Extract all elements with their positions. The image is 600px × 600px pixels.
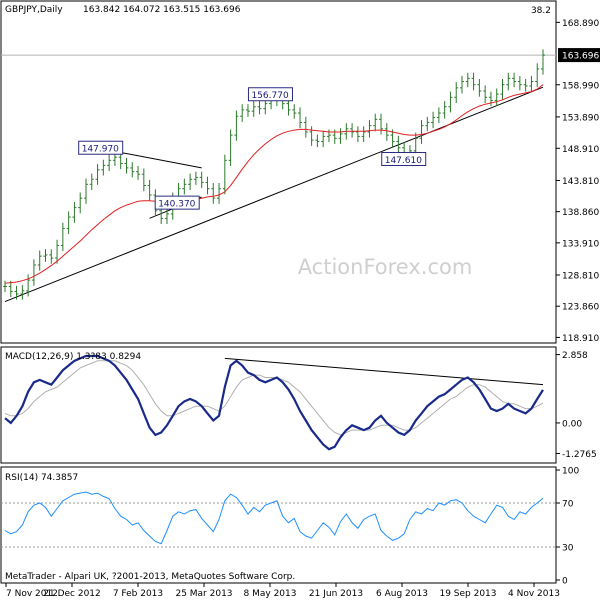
x-tick-label: 4 Nov 2013 xyxy=(508,589,560,599)
annotation-label: 147.610 xyxy=(385,156,422,166)
macd-main-line xyxy=(4,354,544,451)
x-tick-label: 8 May 2013 xyxy=(244,589,297,599)
annotation-label: 147.970 xyxy=(82,145,119,155)
y-tick-label: -1.2765 xyxy=(562,450,597,460)
annotation-box xyxy=(247,87,293,102)
annotation-box xyxy=(381,151,427,166)
y-tick-label: 148.910 xyxy=(562,145,599,155)
y-tick-label: 123.860 xyxy=(562,303,599,313)
current-price-box xyxy=(558,48,600,63)
y-tick-label: 2.858 xyxy=(562,351,588,361)
macd-panel xyxy=(0,346,557,464)
annotation-box xyxy=(78,140,124,155)
y-tick-label: 153.890 xyxy=(562,113,599,123)
price-trendline xyxy=(109,149,202,169)
rsi-panel xyxy=(0,466,557,584)
current-price-label: 163.696 xyxy=(562,52,599,62)
price-trendline xyxy=(4,86,544,303)
moving-average-series xyxy=(4,84,544,284)
moving-average-line xyxy=(4,84,544,284)
rsi-label: RSI(14) 74.3857 xyxy=(5,473,78,483)
ohlc-label: 163.842 164.072 163.515 163.696 xyxy=(83,5,241,15)
y-tick-label: 100 xyxy=(562,467,579,477)
y-tick-label: 133.910 xyxy=(562,239,599,249)
rsi-levels xyxy=(1,502,556,548)
y-tick-label: 138.860 xyxy=(562,208,599,218)
footer-credit: MetaTrader - Alpari UK, ?2001-2013, Meta… xyxy=(5,572,295,582)
x-tick-label: 7 Nov 2012 xyxy=(6,589,58,599)
price-panel xyxy=(0,0,557,344)
watermark: ActionForex.com xyxy=(298,255,473,279)
y-tick-label: 0 xyxy=(562,577,568,587)
macd-trendline xyxy=(224,357,544,386)
x-tick-label: 19 Sep 2013 xyxy=(439,589,496,599)
x-tick-label: 25 Mar 2013 xyxy=(175,589,232,599)
price-y-axis: 168.890 163.696 158.990 153.890 148.910 143.8… xyxy=(556,19,600,344)
macd-y-axis: 2.858 0.00 -1.2765 xyxy=(556,351,597,460)
rsi-line xyxy=(4,491,544,545)
x-tick-label: 7 Feb 2013 xyxy=(113,589,163,599)
symbol-label: GBPJPY,Daily xyxy=(5,5,63,15)
y-tick-label: 118.910 xyxy=(562,334,599,344)
x-tick-label: 21 Jun 2013 xyxy=(309,589,363,599)
macd-signal-line xyxy=(4,360,544,436)
annotation-label: 156.770 xyxy=(251,91,288,101)
top-right-label: 38.2 xyxy=(531,6,551,16)
rsi-series xyxy=(4,491,544,545)
macd-series xyxy=(4,354,544,451)
annotation-box xyxy=(154,195,200,210)
macd-label: MACD(12,26,9) 1.3?83 0.8294 xyxy=(5,352,141,362)
macd-trendline xyxy=(224,357,544,386)
x-tick-label: 6 Aug 2013 xyxy=(376,589,428,599)
x-tick-label: 21 Dec 2012 xyxy=(43,589,101,599)
y-tick-label: 0.00 xyxy=(562,419,582,429)
price-annotations: 147.970 140.370 156.770 147.610 xyxy=(78,87,427,210)
y-tick-label: 168.890 xyxy=(562,19,599,29)
y-tick-label: 30 xyxy=(562,544,574,554)
y-tick-label: 143.810 xyxy=(562,177,599,187)
rsi-y-axis: 100 70 30 0 xyxy=(556,467,579,587)
y-tick-label: 158.990 xyxy=(562,81,599,91)
annotation-label: 140.370 xyxy=(158,200,195,210)
y-tick-label: 70 xyxy=(562,500,574,510)
y-tick-label: 128.810 xyxy=(562,272,599,282)
